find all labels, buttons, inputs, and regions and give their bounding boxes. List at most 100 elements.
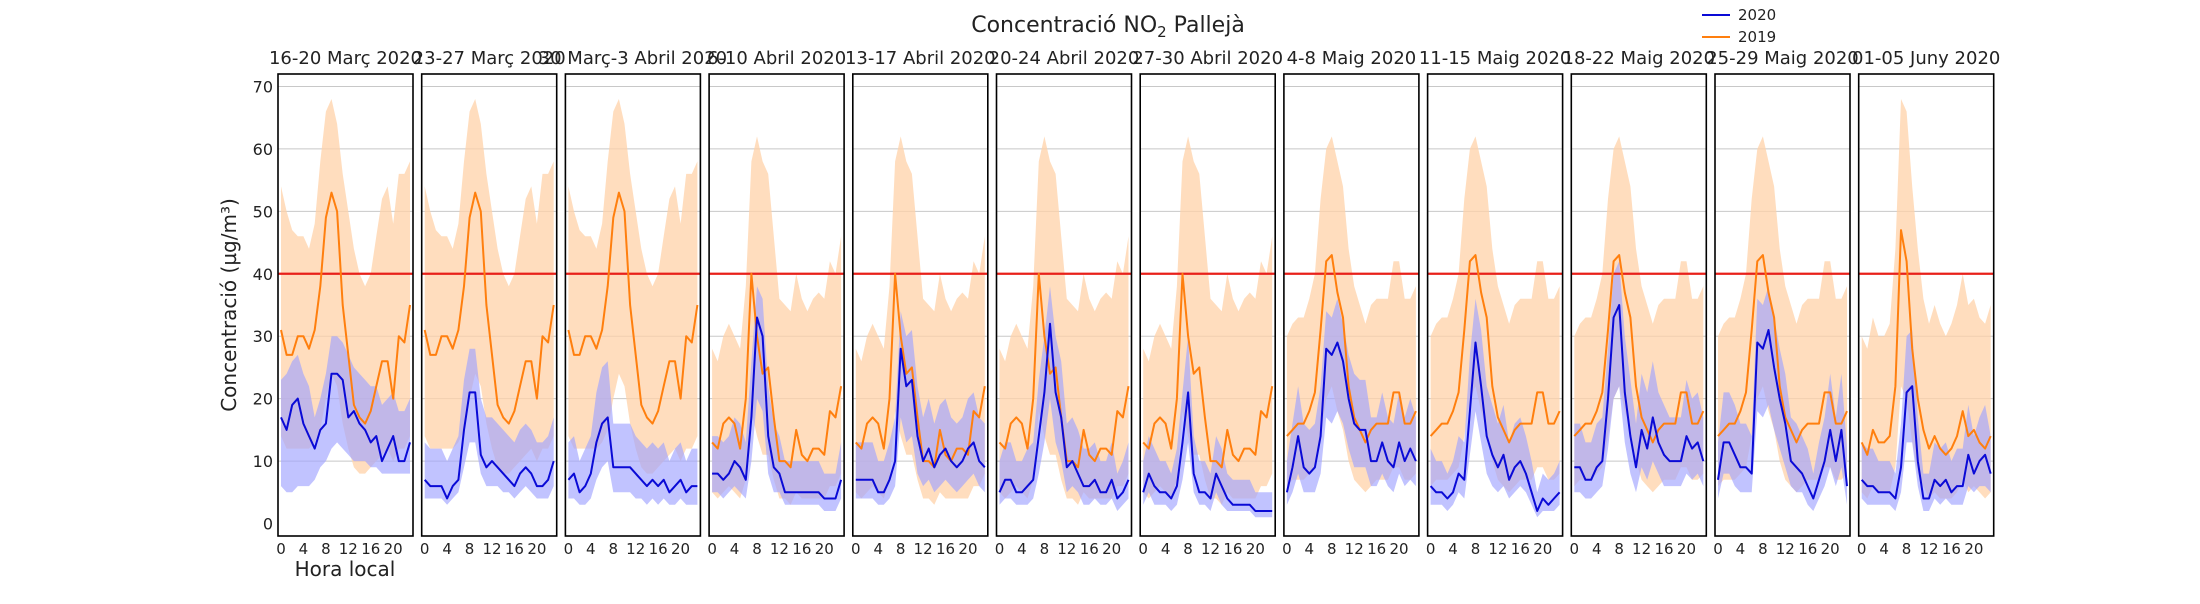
x-tick-label: 0 xyxy=(995,540,1005,558)
x-tick-label: 12 xyxy=(1345,540,1364,558)
x-tick-label: 8 xyxy=(752,540,762,558)
panel-frame xyxy=(1570,73,1708,537)
x-tick-label: 8 xyxy=(321,540,331,558)
x-tick-label: 12 xyxy=(1919,540,1938,558)
series-2020-line xyxy=(567,416,698,494)
panel-6: 20-24 Abril 2020 0 4 8 12 16 20 xyxy=(989,48,1140,558)
x-tick-label: 4 xyxy=(1017,540,1027,558)
x-tick-label: 4 xyxy=(1879,540,1889,558)
x-tick-label: 0 xyxy=(851,540,861,558)
panel-5: 13-17 Abril 2020 0 4 8 12 16 20 xyxy=(845,48,996,558)
x-tick-label: 4 xyxy=(586,540,596,558)
x-tick-label: 20 xyxy=(958,540,977,558)
legend: 2020 2019 xyxy=(1702,6,1776,46)
y-tick-label: 30 xyxy=(253,327,273,346)
x-tick-label: 0 xyxy=(276,540,286,558)
x-tick-label: 4 xyxy=(1736,540,1746,558)
x-tick-label: 12 xyxy=(1057,540,1076,558)
y-tick-label: 40 xyxy=(253,265,273,284)
series-2019-line xyxy=(1717,254,1848,444)
panel-title: 20-24 Abril 2020 xyxy=(989,48,1140,69)
x-tick-label: 16 xyxy=(1080,540,1099,558)
series-2020-line xyxy=(1285,341,1417,493)
panel-title: 01-05 Juny 2020 xyxy=(1852,48,2000,69)
band-2020 xyxy=(712,286,842,511)
x-tick-label: 20 xyxy=(1390,540,1409,558)
panel-title: 23-27 Març 2020 xyxy=(413,48,566,69)
series-2019-line xyxy=(280,191,411,425)
y-tick-label: 50 xyxy=(253,202,273,221)
band-2019 xyxy=(1143,136,1273,505)
x-tick-label: 20 xyxy=(1246,540,1265,558)
chart-title-prefix: Concentració NO xyxy=(971,13,1157,38)
x-tick-label: 20 xyxy=(1821,540,1840,558)
series-2020-line xyxy=(1429,341,1561,512)
series-2020-line xyxy=(1717,329,1848,500)
x-tick-label: 4 xyxy=(1592,540,1602,558)
x-tick-label: 16 xyxy=(792,540,811,558)
series-2020-line xyxy=(712,316,843,500)
panel-title: 16-20 Març 2020 xyxy=(269,48,422,69)
x-tick-label: 8 xyxy=(896,540,906,558)
panel-frame xyxy=(1426,73,1564,537)
panel-12: 01-05 Juny 2020 0 4 8 12 16 20 xyxy=(1852,48,2000,558)
series-2019-line xyxy=(1860,229,1992,456)
series-2020-line xyxy=(998,322,1130,500)
chart-title-subscript: 2 xyxy=(1157,23,1167,41)
series-2020-line xyxy=(855,347,986,494)
x-tick-label: 0 xyxy=(1282,540,1292,558)
x-tick-label: 16 xyxy=(1511,540,1530,558)
x-tick-label: 0 xyxy=(707,540,717,558)
band-2020 xyxy=(1861,330,1991,511)
x-tick-label: 20 xyxy=(1677,540,1696,558)
x-tick-label: 4 xyxy=(299,540,309,558)
x-tick-label: 0 xyxy=(1857,540,1867,558)
x-tick-label: 12 xyxy=(1201,540,1220,558)
panel-frame xyxy=(420,73,558,537)
panel-8: 4-8 Maig 2020 0 4 8 12 16 20 xyxy=(1282,48,1420,558)
x-tick-label: 0 xyxy=(1426,540,1436,558)
x-tick-label: 0 xyxy=(1713,540,1723,558)
x-tick-label: 8 xyxy=(1183,540,1193,558)
series-2019-line xyxy=(855,272,986,469)
x-tick-label: 4 xyxy=(730,540,740,558)
x-tick-label: 8 xyxy=(1902,540,1912,558)
x-tick-label: 4 xyxy=(1448,540,1458,558)
x-tick-label: 0 xyxy=(564,540,574,558)
panel-title: 18-22 Maig 2020 xyxy=(1563,48,1716,69)
panel-frame xyxy=(277,73,414,537)
x-tick-label: 16 xyxy=(936,540,955,558)
x-tick-label: 0 xyxy=(1570,540,1580,558)
panel-title: 4-8 Maig 2020 xyxy=(1287,48,1417,69)
x-tick-label: 20 xyxy=(815,540,834,558)
x-tick-label: 12 xyxy=(1632,540,1651,558)
x-tick-label: 12 xyxy=(626,540,645,558)
panel-frame xyxy=(708,73,845,537)
band-2020 xyxy=(999,286,1129,511)
x-tick-label: 20 xyxy=(1102,540,1121,558)
x-tick-label: 12 xyxy=(914,540,933,558)
band-2020 xyxy=(1574,261,1704,499)
x-tick-label: 20 xyxy=(1964,540,1983,558)
x-tick-label: 8 xyxy=(1758,540,1768,558)
series-2020-line xyxy=(1860,385,1992,500)
x-tick-label: 16 xyxy=(361,540,380,558)
series-2019-line xyxy=(711,272,843,469)
panel-frame xyxy=(851,73,989,537)
panel-title: 30 Març-3 Abril 2020 xyxy=(539,48,727,69)
x-tick-label: 16 xyxy=(1367,540,1386,558)
panel-title: 13-17 Abril 2020 xyxy=(845,48,996,69)
chart-title: Concentració NO2 Pallejà xyxy=(971,13,1245,41)
y-tick-label: 10 xyxy=(253,452,273,471)
y-tick-label: 20 xyxy=(253,390,273,409)
x-tick-label: 4 xyxy=(442,540,452,558)
x-tick-label: 4 xyxy=(1161,540,1171,558)
panel-frame xyxy=(995,73,1133,537)
x-tick-label: 16 xyxy=(505,540,524,558)
panel-11: 25-29 Maig 2020 0 4 8 12 16 20 xyxy=(1706,48,1859,558)
series-2019-line xyxy=(1142,272,1274,469)
band-2020 xyxy=(568,361,698,505)
panel-4: 6-10 Abril 2020 0 4 8 12 16 20 xyxy=(707,48,846,558)
